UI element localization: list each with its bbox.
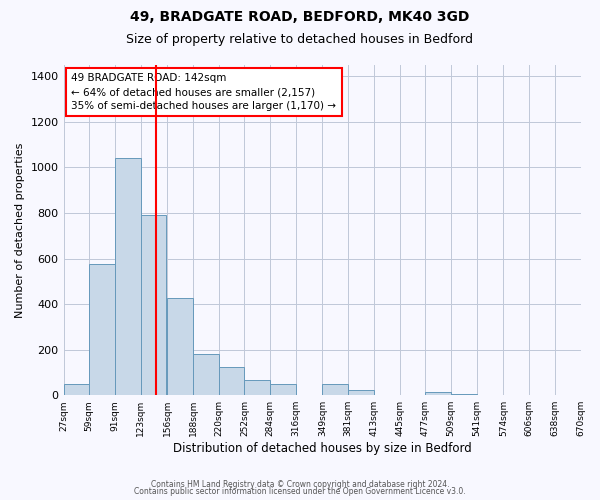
Bar: [115, 158, 141, 395]
Bar: [244, 380, 270, 395]
Bar: [167, 298, 193, 395]
Text: 49, BRADGATE ROAD, BEDFORD, MK40 3GD: 49, BRADGATE ROAD, BEDFORD, MK40 3GD: [130, 10, 470, 24]
Text: Contains HM Land Registry data © Crown copyright and database right 2024.: Contains HM Land Registry data © Crown c…: [151, 480, 449, 489]
Bar: [141, 216, 166, 395]
Bar: [270, 384, 296, 395]
Bar: [193, 354, 219, 395]
Text: Size of property relative to detached houses in Bedford: Size of property relative to detached ho…: [127, 32, 473, 46]
Bar: [425, 392, 451, 395]
Y-axis label: Number of detached properties: Number of detached properties: [15, 142, 25, 318]
Bar: [348, 390, 374, 395]
Text: 49 BRADGATE ROAD: 142sqm
← 64% of detached houses are smaller (2,157)
35% of sem: 49 BRADGATE ROAD: 142sqm ← 64% of detach…: [71, 74, 336, 112]
Text: Contains public sector information licensed under the Open Government Licence v3: Contains public sector information licen…: [134, 487, 466, 496]
X-axis label: Distribution of detached houses by size in Bedford: Distribution of detached houses by size …: [173, 442, 472, 455]
Bar: [219, 366, 244, 395]
Bar: [64, 384, 89, 395]
Bar: [89, 264, 115, 395]
Bar: [322, 384, 348, 395]
Bar: [451, 394, 477, 395]
